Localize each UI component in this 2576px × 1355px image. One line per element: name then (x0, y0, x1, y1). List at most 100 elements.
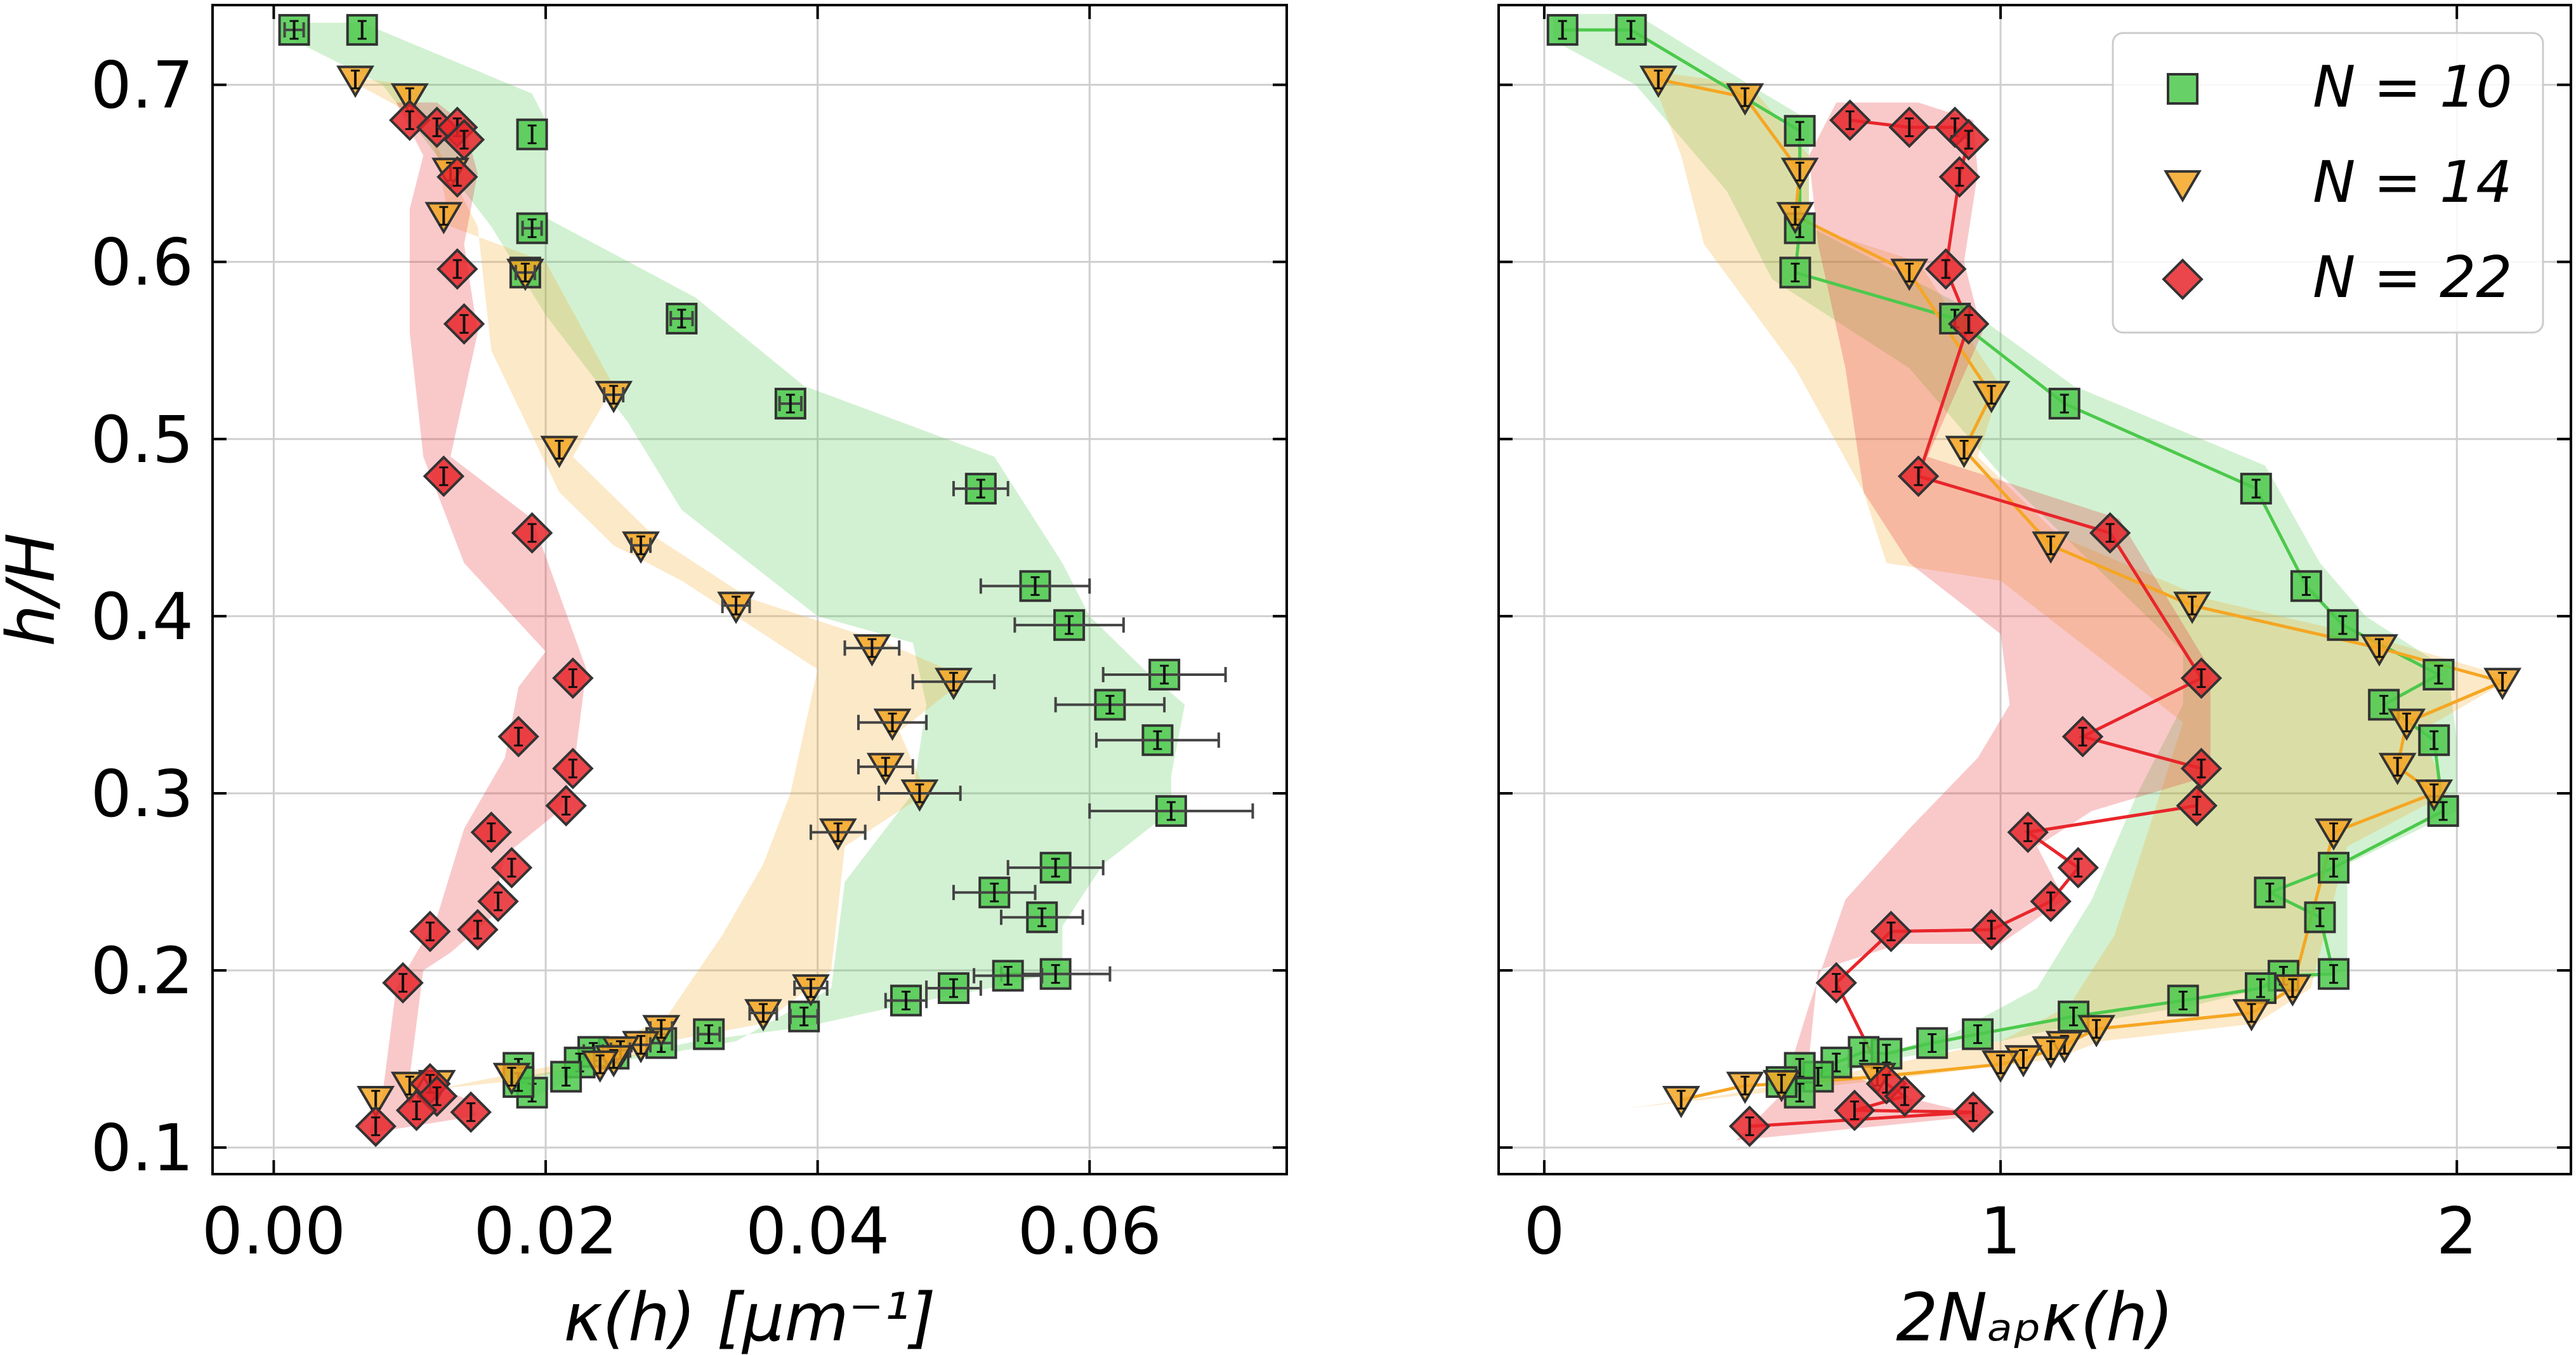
x-tick-label: 0.00 (202, 1194, 346, 1269)
plot-frame (1497, 4, 2572, 1175)
data-point (2327, 609, 2359, 641)
data-point (346, 14, 378, 46)
series-n14 (336, 65, 996, 1118)
data-point (622, 531, 660, 564)
data-point (1925, 248, 1967, 290)
data-point (424, 202, 463, 235)
data-point (581, 1050, 619, 1083)
data-point (550, 1061, 582, 1093)
data-point (2304, 901, 2336, 934)
data-point (278, 14, 310, 46)
legend-entry-n14: N = 14 (2164, 149, 2512, 216)
data-point (1639, 65, 1678, 98)
left-panel: 0.00 0.02 0.04 0.06 0.1 0.2 0.3 0.4 0.5 0.6 0.7 κ(h… (0, 4, 1288, 1355)
data-point (1884, 1075, 1926, 1117)
data-point (809, 818, 867, 851)
data-point (2415, 779, 2454, 812)
data-point (791, 974, 830, 1007)
shaded-bands (294, 22, 1185, 1134)
band-n10 (294, 22, 1185, 1098)
data-point (2240, 472, 2272, 505)
data-point (2244, 972, 2277, 1004)
data-point (2388, 708, 2426, 741)
data-point (1784, 115, 1816, 147)
data-point (1762, 1069, 1801, 1102)
x-tick-label: 0.06 (1018, 1194, 1162, 1269)
data-point (1780, 157, 1819, 190)
data-point (1779, 256, 1811, 289)
data-point (516, 212, 548, 244)
data-point (2422, 658, 2455, 691)
data-point (1726, 1071, 1764, 1104)
data-point (952, 876, 1037, 909)
data-point (437, 248, 478, 290)
data-point (973, 960, 1044, 992)
data-point (443, 303, 485, 345)
data-point (470, 811, 513, 854)
data-point (2315, 818, 2353, 851)
series-n22 (355, 99, 594, 1147)
data-point (1662, 1085, 1700, 1118)
data-point (2032, 1036, 2070, 1069)
data-point (1981, 1050, 2020, 1083)
data-point (911, 668, 996, 701)
data-point (2254, 876, 2286, 909)
data-point (437, 155, 478, 198)
data-point (2167, 984, 2199, 1017)
data-point (857, 753, 914, 786)
data-point (540, 435, 579, 468)
data-point (545, 784, 587, 827)
data-point (1970, 909, 2013, 951)
band-n10 (1553, 13, 2457, 1098)
x-axis-label: κ(h) [μm⁻¹] (563, 1279, 936, 1355)
data-point (1916, 1027, 1948, 1059)
legend: N = 10 N = 14 N = 22 (2112, 32, 2544, 334)
data-point (2318, 852, 2350, 884)
data-point (2173, 592, 2212, 625)
data-point (477, 880, 519, 922)
series-n10 (1546, 14, 2459, 1109)
y-tick-label: 0.6 (91, 225, 194, 301)
data-point (788, 1000, 820, 1033)
data-point (1726, 83, 1764, 116)
data-point (693, 1018, 725, 1050)
data-point (409, 910, 451, 953)
y-tick-label: 0.5 (91, 402, 194, 478)
data-point (552, 657, 594, 699)
data-point (2232, 999, 2271, 1032)
shaded-bands (1553, 13, 2512, 1140)
data-point (925, 972, 982, 1004)
legend-entry-n22: N = 22 (2162, 244, 2512, 311)
data-point (336, 65, 374, 98)
data-point (1897, 455, 1940, 498)
legend-marker-triangle (2164, 170, 2202, 203)
legend-label-n10: N = 10 (2313, 54, 2512, 121)
y-tick-label: 0.2 (91, 934, 194, 1009)
data-point (1088, 795, 1254, 827)
data-point (1870, 910, 1912, 953)
band-n14 (341, 76, 968, 1104)
data-point (666, 302, 698, 334)
data-point (492, 1062, 531, 1095)
right-panel: 0 1 2 2Nₐₚκ(h) (1497, 4, 2572, 1355)
legend-label-n14: N = 14 (2313, 149, 2512, 216)
data-point (552, 748, 594, 790)
data-point (2048, 387, 2080, 420)
data-point (2032, 531, 2070, 564)
data-point (717, 592, 756, 625)
data-point (2180, 657, 2223, 699)
data-point (2176, 784, 2218, 827)
legend-marker-square (2167, 73, 2198, 105)
x-tick-label: 2 (2436, 1194, 2478, 1269)
series-n22 (1728, 99, 2223, 1147)
data-point (2418, 724, 2450, 757)
data-point (843, 634, 901, 667)
data-point (1615, 14, 1647, 46)
y-tick-label: 0.4 (91, 579, 194, 655)
data-point (506, 258, 544, 291)
x-tick-label: 1 (1980, 1194, 2021, 1269)
data-point (1728, 1105, 1771, 1147)
data-point (774, 387, 806, 420)
data-point (1054, 689, 1166, 721)
